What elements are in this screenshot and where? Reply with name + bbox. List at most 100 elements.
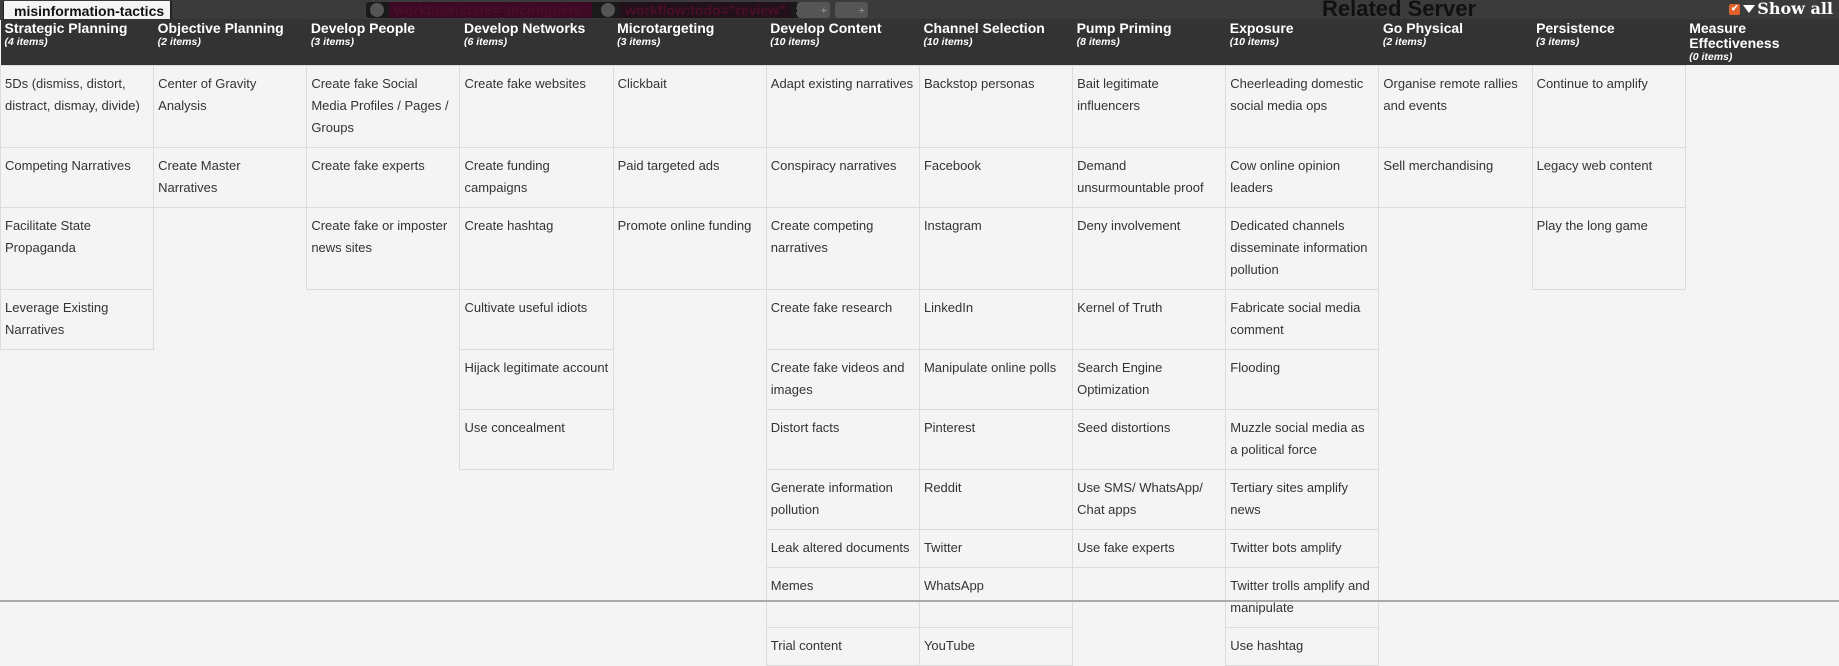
technique-cell[interactable]: YouTube xyxy=(918,626,1074,666)
empty-cell xyxy=(1685,349,1838,409)
technique-cell[interactable]: Create fake videos and images xyxy=(765,348,920,410)
column-header[interactable]: Exposure (10 items) xyxy=(1225,19,1379,65)
technique-cell[interactable]: Reddit xyxy=(918,468,1074,530)
technique-cell[interactable]: Create competing narratives xyxy=(765,206,920,290)
empty-cell xyxy=(154,469,307,529)
empty-cell xyxy=(1532,289,1685,349)
technique-cell[interactable]: Facebook xyxy=(918,146,1074,208)
column-header[interactable]: Strategic Planning (4 items) xyxy=(0,19,154,65)
column-header[interactable]: Channel Selection (10 items) xyxy=(919,19,1073,65)
technique-cell[interactable]: Manipulate online polls xyxy=(918,348,1074,410)
empty-cell xyxy=(460,529,613,567)
technique-cell[interactable]: Pinterest xyxy=(918,408,1074,470)
technique-cell[interactable]: Demand unsurmountable proof xyxy=(1072,146,1227,208)
technique-cell[interactable]: Backstop personas xyxy=(918,64,1074,148)
technique-cell[interactable]: Continue to amplify xyxy=(1531,64,1686,148)
technique-cell[interactable]: Create fake experts xyxy=(306,146,461,208)
technique-cell[interactable]: Seed distortions xyxy=(1072,408,1227,470)
technique-cell[interactable]: Legacy web content xyxy=(1531,146,1686,208)
column-header[interactable]: Pump Priming (8 items) xyxy=(1072,19,1226,65)
technique-cell[interactable]: Create Master Narratives xyxy=(153,146,308,208)
column-title: Microtargeting xyxy=(617,20,715,36)
empty-cell xyxy=(1379,469,1532,529)
matrix-title-tab[interactable]: misinformation-tactics xyxy=(3,1,173,20)
add-global-filter-button[interactable]: + xyxy=(797,2,830,18)
add-user-filter-button[interactable]: + xyxy=(835,2,868,18)
technique-cell[interactable]: Leverage Existing Narratives xyxy=(0,288,155,350)
filter-label: workflow:state="incomplete" xyxy=(389,2,593,18)
technique-cell[interactable]: Cultivate useful idiots xyxy=(459,288,614,350)
technique-cell[interactable]: Clickbait xyxy=(612,64,767,148)
technique-cell[interactable]: Sell merchandising xyxy=(1378,146,1533,208)
technique-cell[interactable]: WhatsApp xyxy=(918,566,1074,628)
technique-cell[interactable]: Facilitate State Propaganda xyxy=(0,206,155,290)
user-plus-icon: + xyxy=(858,5,865,17)
technique-cell[interactable]: Adapt existing narratives xyxy=(765,64,920,148)
technique-cell[interactable]: Trial content xyxy=(765,626,920,666)
column-header[interactable]: Develop Content (10 items) xyxy=(766,19,920,65)
show-all-toggle[interactable]: ✔ Show all xyxy=(1729,0,1833,18)
technique-cell[interactable]: LinkedIn xyxy=(918,288,1074,350)
technique-cell[interactable]: Create fake or imposter news sites xyxy=(306,206,461,290)
technique-cell[interactable]: Conspiracy narratives xyxy=(765,146,920,208)
technique-cell[interactable]: Paid targeted ads xyxy=(612,146,767,208)
technique-cell[interactable]: Use SMS/ WhatsApp/ Chat apps xyxy=(1072,468,1227,530)
technique-cell[interactable]: Tertiary sites amplify news xyxy=(1225,468,1380,530)
technique-cell[interactable]: Create funding campaigns xyxy=(459,146,614,208)
technique-cell[interactable]: Bait legitimate influencers xyxy=(1072,64,1227,148)
technique-cell[interactable]: Search Engine Optimization xyxy=(1072,348,1227,410)
technique-cell[interactable]: Fabricate social media comment xyxy=(1225,288,1380,350)
technique-cell[interactable]: Flooding xyxy=(1225,348,1380,410)
technique-cell[interactable]: Hijack legitimate account xyxy=(459,348,614,410)
technique-cell[interactable]: Create fake research xyxy=(765,288,920,350)
technique-cell[interactable]: Promote online funding xyxy=(612,206,767,290)
divider xyxy=(0,600,1839,602)
column-title: Develop Networks xyxy=(463,20,586,36)
column-header[interactable]: Measure Effectiveness (0 items) xyxy=(1685,19,1839,65)
column-header[interactable]: Objective Planning (2 items) xyxy=(153,19,307,65)
column-header[interactable]: Go Physical (2 items) xyxy=(1378,19,1533,65)
technique-cell[interactable]: Twitter trolls amplify and manipulate xyxy=(1225,566,1380,628)
technique-cell[interactable]: Instagram xyxy=(918,206,1074,290)
column-count: (8 items) xyxy=(1076,36,1120,48)
technique-cell[interactable]: Use concealment xyxy=(459,408,614,470)
technique-cell[interactable]: Use fake experts xyxy=(1072,528,1227,568)
technique-cell[interactable]: Use hashtag xyxy=(1225,626,1380,666)
top-bar: misinformation-tactics workflow:state="i… xyxy=(0,0,1839,20)
technique-cell[interactable]: Create fake websites xyxy=(459,64,614,148)
technique-cell[interactable]: 5Ds (dismiss, distort, distract, dismay,… xyxy=(0,64,155,148)
technique-cell[interactable]: Muzzle social media as a political force xyxy=(1225,408,1380,470)
empty-cell xyxy=(1685,529,1838,567)
column-header[interactable]: Develop Networks (6 items) xyxy=(459,19,614,65)
empty-cell xyxy=(307,289,460,349)
column-title: Measure Effectiveness xyxy=(1689,20,1780,51)
empty-cell xyxy=(613,289,766,349)
matrix-row: Leak altered documents Twitter Use fake ex… xyxy=(1,528,1839,568)
empty-cell xyxy=(1685,207,1838,289)
technique-cell[interactable]: Create hashtag xyxy=(459,206,614,290)
column-header[interactable]: Microtargeting (3 items) xyxy=(613,19,767,65)
filter-pill-todo[interactable]: workflow:todo="review" x xyxy=(597,2,808,18)
technique-cell[interactable]: Cow online opinion leaders xyxy=(1225,146,1380,208)
technique-cell[interactable]: Twitter xyxy=(918,528,1074,568)
technique-cell[interactable]: Create fake Social Media Profiles / Page… xyxy=(306,64,461,148)
technique-cell[interactable]: Twitter bots amplify xyxy=(1225,528,1380,568)
column-title: Exposure xyxy=(1229,20,1294,36)
filter-pill-state[interactable]: workflow:state="incomplete" x xyxy=(366,2,610,18)
technique-cell[interactable]: Dedicated channels disseminate informati… xyxy=(1225,206,1380,290)
column-header[interactable]: Develop People (3 items) xyxy=(306,19,460,65)
technique-cell[interactable]: Organise remote rallies and events xyxy=(1378,64,1533,148)
technique-cell[interactable]: Distort facts xyxy=(765,408,920,470)
technique-cell[interactable]: Leak altered documents xyxy=(765,528,920,568)
technique-cell[interactable]: Play the long game xyxy=(1531,206,1686,290)
technique-cell[interactable]: Center of Gravity Analysis xyxy=(153,64,308,148)
show-all-checkbox[interactable]: ✔ xyxy=(1729,3,1741,15)
technique-cell[interactable]: Competing Narratives xyxy=(0,146,155,208)
empty-cell xyxy=(1379,627,1532,665)
technique-cell[interactable]: Memes xyxy=(765,566,920,628)
technique-cell[interactable]: Deny involvement xyxy=(1072,206,1227,290)
technique-cell[interactable]: Generate information pollution xyxy=(765,468,920,530)
column-header[interactable]: Persistence (3 items) xyxy=(1532,19,1686,65)
technique-cell[interactable]: Cheerleading domestic social media ops xyxy=(1225,64,1380,148)
technique-cell[interactable]: Kernel of Truth xyxy=(1072,288,1227,350)
